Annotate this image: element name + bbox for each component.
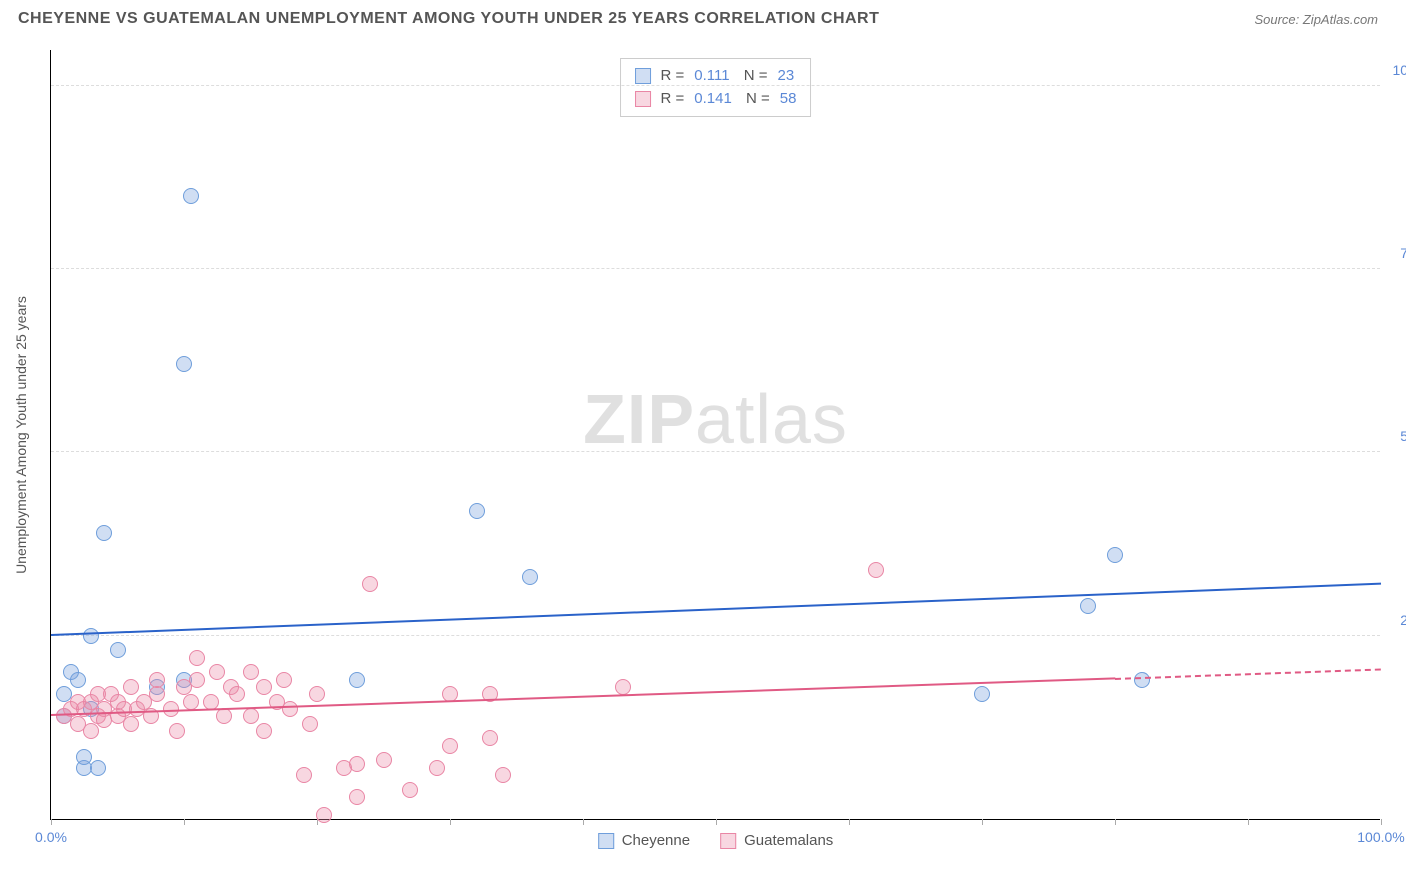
- data-point: [183, 188, 199, 204]
- data-point: [276, 672, 292, 688]
- data-point: [209, 664, 225, 680]
- data-point: [256, 723, 272, 739]
- x-tick: [849, 819, 850, 825]
- data-point: [169, 723, 185, 739]
- r-label: R =: [661, 88, 685, 111]
- data-point: [522, 569, 538, 585]
- gridline: [51, 268, 1380, 269]
- data-point: [442, 738, 458, 754]
- y-tick-label: 100.0%: [1385, 62, 1406, 78]
- legend-swatch: [720, 833, 736, 849]
- data-point: [83, 628, 99, 644]
- legend-swatch: [635, 68, 651, 84]
- watermark-bold: ZIP: [583, 380, 695, 458]
- data-point: [302, 716, 318, 732]
- x-tick-label: 100.0%: [1357, 829, 1404, 845]
- data-point: [110, 642, 126, 658]
- data-point: [229, 686, 245, 702]
- n-value: 58: [780, 88, 797, 111]
- x-tick-label: 0.0%: [35, 829, 67, 845]
- series-legend: Cheyenne Guatemalans: [598, 832, 834, 849]
- data-point: [123, 716, 139, 732]
- data-point: [1107, 547, 1123, 563]
- data-point: [495, 767, 511, 783]
- data-point: [429, 760, 445, 776]
- x-tick: [450, 819, 451, 825]
- data-point: [203, 694, 219, 710]
- n-label: N =: [742, 88, 770, 111]
- data-point: [176, 356, 192, 372]
- data-point: [123, 679, 139, 695]
- data-point: [216, 708, 232, 724]
- stat-legend-row: R = 0.141 N = 58: [635, 88, 797, 111]
- legend-label: Guatemalans: [744, 832, 833, 849]
- y-tick-label: 75.0%: [1385, 245, 1406, 261]
- gridline: [51, 451, 1380, 452]
- source-label: Source: ZipAtlas.com: [1254, 12, 1378, 27]
- data-point: [469, 503, 485, 519]
- x-tick: [982, 819, 983, 825]
- gridline: [51, 635, 1380, 636]
- trend-line-dash: [1115, 668, 1381, 680]
- x-tick: [716, 819, 717, 825]
- data-point: [362, 576, 378, 592]
- watermark-light: atlas: [695, 380, 848, 458]
- data-point: [1080, 598, 1096, 614]
- y-tick-label: 50.0%: [1385, 428, 1406, 444]
- data-point: [296, 767, 312, 783]
- x-tick: [51, 819, 52, 825]
- data-point: [83, 723, 99, 739]
- chart-title: CHEYENNE VS GUATEMALAN UNEMPLOYMENT AMON…: [18, 10, 879, 28]
- scatter-chart: Unemployment Among Youth under 25 years …: [50, 50, 1380, 820]
- data-point: [183, 694, 199, 710]
- watermark: ZIPatlas: [583, 379, 848, 459]
- data-point: [243, 664, 259, 680]
- data-point: [149, 672, 165, 688]
- data-point: [974, 686, 990, 702]
- data-point: [309, 686, 325, 702]
- data-point: [90, 760, 106, 776]
- legend-label: Cheyenne: [622, 832, 690, 849]
- data-point: [868, 562, 884, 578]
- x-tick: [1248, 819, 1249, 825]
- x-tick: [184, 819, 185, 825]
- y-axis-title: Unemployment Among Youth under 25 years: [13, 296, 29, 574]
- legend-swatch: [598, 833, 614, 849]
- data-point: [243, 708, 259, 724]
- data-point: [149, 686, 165, 702]
- x-tick: [1115, 819, 1116, 825]
- x-tick: [583, 819, 584, 825]
- legend-item: Guatemalans: [720, 832, 833, 849]
- data-point: [482, 730, 498, 746]
- stat-legend: R =0.111 N =23R =0.141 N =58: [620, 58, 812, 117]
- data-point: [349, 789, 365, 805]
- data-point: [615, 679, 631, 695]
- data-point: [376, 752, 392, 768]
- legend-item: Cheyenne: [598, 832, 690, 849]
- x-tick: [1381, 819, 1382, 825]
- data-point: [96, 525, 112, 541]
- data-point: [316, 807, 332, 823]
- data-point: [402, 782, 418, 798]
- data-point: [76, 749, 92, 765]
- data-point: [349, 756, 365, 772]
- data-point: [1134, 672, 1150, 688]
- gridline: [51, 85, 1380, 86]
- legend-swatch: [635, 91, 651, 107]
- data-point: [349, 672, 365, 688]
- y-tick-label: 25.0%: [1385, 612, 1406, 628]
- data-point: [189, 672, 205, 688]
- data-point: [256, 679, 272, 695]
- r-value: 0.141: [694, 88, 732, 111]
- data-point: [70, 672, 86, 688]
- data-point: [282, 701, 298, 717]
- trend-line: [51, 582, 1381, 635]
- data-point: [189, 650, 205, 666]
